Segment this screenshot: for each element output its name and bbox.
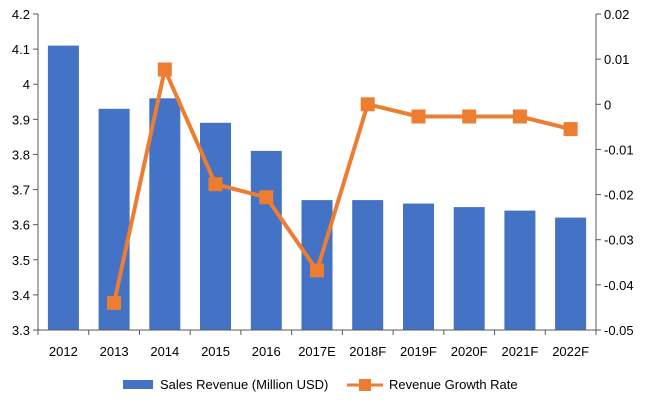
bar-2012 xyxy=(47,45,79,330)
right-tick-label: -0.03 xyxy=(604,233,634,248)
left-axis-ticks: 3.3 3.4 3.5 3.6 3.7 3.8 3.9 4 4.1 4.2 xyxy=(12,7,38,338)
line-series xyxy=(107,62,578,310)
bar-series xyxy=(47,45,587,330)
legend-line-marker xyxy=(359,379,371,391)
left-tick-label: 4 xyxy=(23,77,30,92)
bar-2013 xyxy=(98,108,130,330)
left-tick-label: 4.1 xyxy=(12,42,30,57)
growth-point-2014 xyxy=(157,62,172,77)
legend-bar-swatch xyxy=(123,380,153,389)
axes xyxy=(37,14,597,331)
left-tick-label: 4.2 xyxy=(12,7,30,22)
legend-line-label: Revenue Growth Rate xyxy=(389,377,518,392)
legend: Sales Revenue (Million USD) Revenue Grow… xyxy=(123,377,518,392)
legend-bar-label: Sales Revenue (Million USD) xyxy=(160,377,328,392)
growth-point-2018F xyxy=(360,97,375,112)
x-tick-label: 2021F xyxy=(501,344,538,359)
right-tick-label: 0 xyxy=(604,97,611,112)
growth-point-2015 xyxy=(208,177,223,192)
x-tick-label: 2017E xyxy=(298,344,336,359)
bar-2014 xyxy=(149,98,181,330)
bar-2016 xyxy=(250,150,282,330)
left-tick-label: 3.4 xyxy=(12,288,30,303)
right-tick-label: 0.01 xyxy=(604,52,629,67)
left-tick-label: 3.7 xyxy=(12,183,30,198)
right-axis-ticks: -0.05 -0.04 -0.03 -0.02 -0.01 0 0.01 0.02 xyxy=(596,7,634,338)
growth-point-2016 xyxy=(259,190,274,205)
right-tick-label: -0.04 xyxy=(604,278,634,293)
x-tick-label: 2013 xyxy=(100,344,129,359)
bar-2015 xyxy=(200,122,231,330)
x-tick-label: 2016 xyxy=(252,344,281,359)
growth-point-2021F xyxy=(512,109,527,124)
left-tick-label: 3.8 xyxy=(12,147,30,162)
growth-point-2020F xyxy=(462,109,477,124)
right-tick-label: -0.05 xyxy=(604,323,634,338)
x-tick-label: 2019F xyxy=(400,344,437,359)
growth-point-2013 xyxy=(107,295,122,310)
x-tick-label: 2022F xyxy=(552,344,589,359)
growth-point-2017E xyxy=(310,263,324,278)
x-axis-ticks: 2012 2013 2014 2015 2016 2017E 2018F 2019F 2020F… xyxy=(37,330,597,359)
bar-2018F xyxy=(352,200,384,330)
growth-point-2022F xyxy=(563,122,578,137)
bar-2022F xyxy=(555,217,587,330)
growth-point-2019F xyxy=(411,109,426,124)
left-tick-label: 3.9 xyxy=(12,112,30,127)
left-tick-label: 3.5 xyxy=(12,253,30,268)
x-tick-label: 2020F xyxy=(451,344,488,359)
x-tick-label: 2018F xyxy=(349,344,386,359)
right-tick-label: -0.02 xyxy=(604,188,634,203)
right-tick-label: -0.01 xyxy=(604,142,634,157)
bar-2021F xyxy=(504,210,536,330)
x-tick-label: 2014 xyxy=(150,344,179,359)
bar-2019F xyxy=(403,203,434,330)
x-tick-label: 2012 xyxy=(49,344,78,359)
left-tick-label: 3.6 xyxy=(12,218,30,233)
x-tick-label: 2015 xyxy=(201,344,230,359)
left-tick-label: 3.3 xyxy=(12,323,30,338)
right-tick-label: 0.02 xyxy=(604,7,629,22)
growth-rate-line xyxy=(112,67,572,304)
bar-2020F xyxy=(453,207,485,330)
